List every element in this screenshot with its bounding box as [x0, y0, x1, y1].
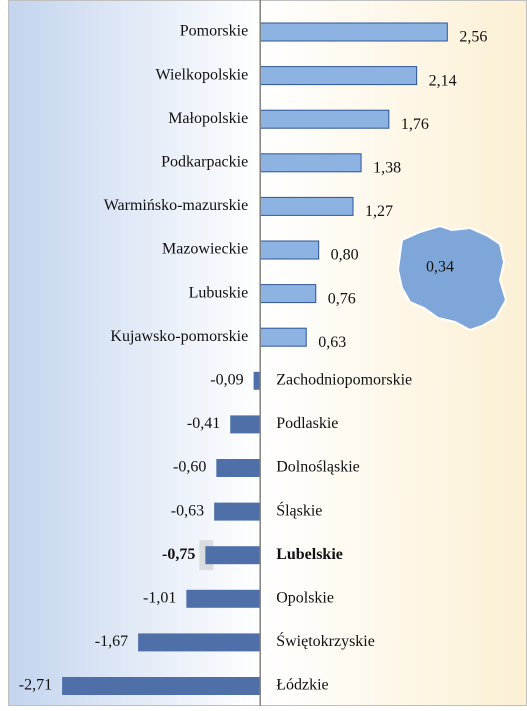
bar: [214, 502, 261, 521]
category-label: Dolnośląskie: [276, 459, 360, 476]
value-label: -0,75: [162, 546, 195, 563]
value-label: 1,76: [401, 116, 429, 133]
value-label: 2,56: [459, 29, 487, 46]
category-label: Mazowieckie: [162, 241, 248, 258]
value-label: -0,63: [171, 502, 204, 519]
bar: [259, 240, 320, 260]
category-label: Małopolskie: [168, 110, 248, 127]
value-label: -1,67: [95, 633, 128, 650]
value-label: -0,60: [173, 459, 206, 476]
bar: [230, 415, 261, 434]
category-label: Warmińsko-mazurskie: [104, 197, 248, 214]
category-label: Podlaskie: [276, 415, 338, 432]
background-left: [8, 0, 260, 706]
bar: [216, 459, 261, 477]
bar: [205, 546, 261, 565]
value-label: 2,14: [429, 72, 457, 89]
category-label: Lubuskie: [189, 284, 249, 301]
value-label: -1,01: [143, 589, 176, 606]
category-label: Wielkopolskie: [156, 66, 249, 83]
category-label: Zachodniopomorskie: [276, 371, 412, 388]
category-label: Lubelskie: [276, 546, 343, 563]
bar: [259, 196, 354, 216]
value-label: 0,76: [328, 290, 356, 307]
annotation: 0,34: [426, 259, 454, 276]
bar: [253, 371, 261, 390]
category-label: Śląskie: [276, 500, 322, 519]
category-label: Świętokrzyskie: [276, 631, 375, 650]
value-label: -0,09: [210, 371, 243, 388]
bar: [259, 284, 317, 304]
bar: [259, 66, 418, 86]
category-label: Kujawsko-pomorskie: [110, 328, 248, 345]
bar: [186, 589, 261, 608]
bar: [259, 327, 307, 347]
bar: [259, 153, 362, 173]
bar: [62, 677, 261, 695]
value-label: 1,27: [365, 203, 393, 220]
category-label: Łódzkie: [276, 677, 328, 694]
value-label: -0,41: [187, 415, 220, 432]
map-shape: 0,34: [396, 224, 508, 332]
category-label: Podkarpackie: [161, 153, 248, 170]
bar: [138, 633, 261, 652]
value-label: 1,38: [373, 159, 401, 176]
bar: [259, 109, 390, 129]
category-label: Opolskie: [276, 589, 334, 606]
bar: [259, 22, 448, 42]
value-label: -2,71: [19, 677, 52, 694]
category-label: Pomorskie: [180, 23, 248, 40]
value-label: 0,63: [318, 334, 346, 351]
value-label: 0,80: [331, 247, 359, 264]
